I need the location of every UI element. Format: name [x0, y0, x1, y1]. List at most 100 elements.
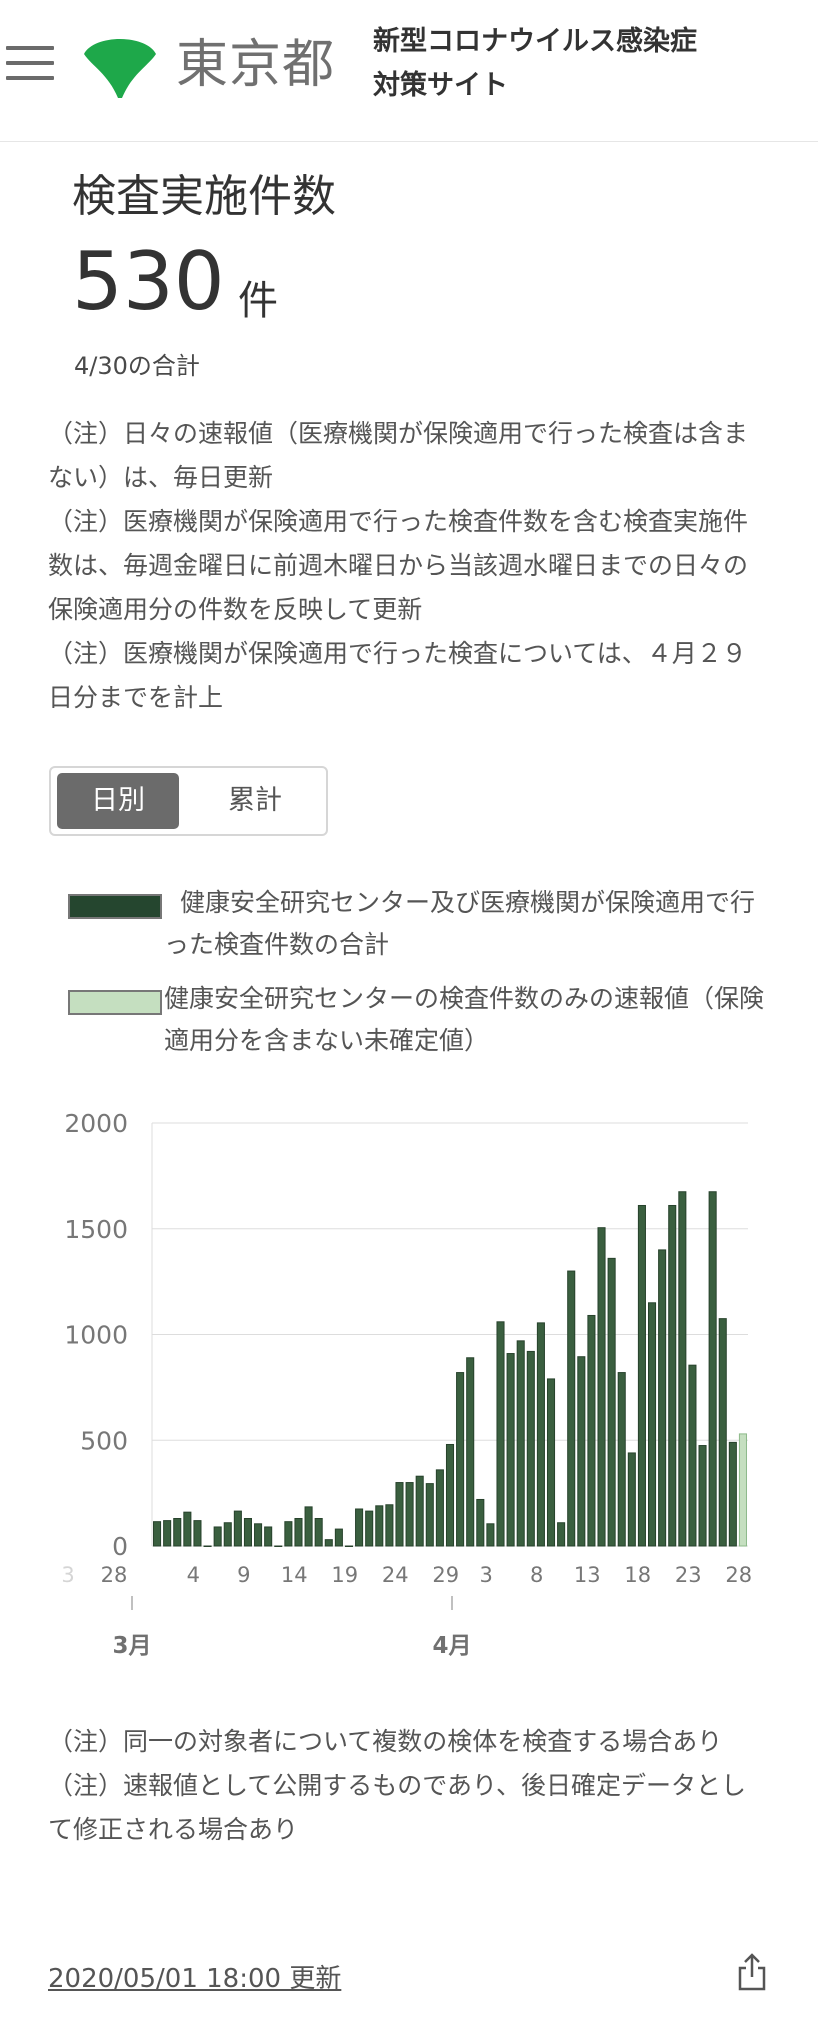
bar-total [435, 1469, 444, 1547]
legend-label-preliminary[interactable]: 健康安全研究センターの検査件数のみの速報値（保険適用分を含まない未確定値） [164, 984, 765, 1055]
bar-total [375, 1505, 384, 1547]
legend-swatch-preliminary[interactable] [68, 990, 162, 1015]
bar-total [223, 1522, 232, 1547]
site-header: 東京都 新型コロナウイルス感染症 対策サイト [0, 0, 818, 142]
bar-total [546, 1378, 556, 1547]
legend-swatch-total[interactable] [68, 894, 162, 919]
bar-total [405, 1482, 414, 1547]
sum-date-label: 4/30の合計 [74, 352, 200, 380]
bar-total [597, 1227, 606, 1547]
bar-total [355, 1508, 364, 1547]
y-tick-label: 2000 [64, 1109, 128, 1138]
note-1: （注）日々の速報値（医療機関が保険適用で行った検査は含まない）は、毎日更新 [48, 419, 749, 492]
x-tick-label: 28 [101, 1563, 128, 1587]
x-tick-label: 18 [624, 1563, 651, 1587]
total-unit: 件 [238, 278, 278, 324]
bar-total [516, 1340, 525, 1547]
x-tick-label: 8 [530, 1563, 543, 1587]
legend-label-total[interactable]: 健康安全研究センター及び医療機関が保険適用で行った検査件数の合計 [164, 888, 756, 959]
bar-total [647, 1302, 657, 1547]
bar-total [617, 1372, 626, 1547]
y-tick-label: 0 [112, 1532, 128, 1561]
bar-total [718, 1318, 727, 1547]
bar-total [587, 1314, 596, 1547]
ginkgo-leaf-icon[interactable] [80, 28, 160, 100]
footnote-1: （注）同一の対象者について複数の検体を検査する場合あり [48, 1727, 723, 1756]
toggle-cumulative-button[interactable]: 累計 [228, 785, 282, 816]
bar-total [173, 1518, 182, 1547]
bar-total [183, 1511, 192, 1547]
bar-total [486, 1523, 495, 1547]
bar-total [607, 1257, 616, 1547]
bar-total [233, 1510, 242, 1547]
bar-total [476, 1498, 485, 1547]
site-title-line1: 新型コロナウイルス感染症 [373, 26, 697, 57]
bar-total [274, 1545, 283, 1547]
brand-name[interactable]: 東京都 [176, 35, 336, 95]
bar-total [324, 1539, 333, 1547]
bar-total [395, 1482, 404, 1547]
bar-total [658, 1249, 667, 1547]
card-title: 検査実施件数 [72, 171, 336, 222]
bar-total [557, 1522, 566, 1547]
bar-total [678, 1191, 687, 1547]
bar-total [425, 1483, 434, 1547]
y-tick-label: 500 [80, 1426, 128, 1455]
bar-total [567, 1270, 576, 1547]
bar-total [506, 1353, 515, 1547]
bar-total [163, 1520, 172, 1547]
bar-total [344, 1545, 354, 1547]
bar-total [334, 1528, 343, 1547]
x-tick-label: 23 [675, 1563, 702, 1587]
y-tick-label: 1500 [64, 1215, 128, 1244]
note-2: （注）医療機関が保険適用で行った検査件数を含む検査実施件数は、毎週金曜日に前週木… [48, 507, 749, 624]
bar-total [668, 1204, 677, 1547]
month-label: 3月 [112, 1633, 151, 1659]
x-tick-label: 9 [237, 1563, 250, 1587]
bar-total [294, 1518, 303, 1547]
x-tick-label: 14 [281, 1563, 308, 1587]
x-tick-label: 4 [187, 1563, 200, 1587]
bar-total [536, 1322, 545, 1547]
bar-total [698, 1445, 707, 1547]
daily-tests-bar-chart: 0 500 1000 1500 2000 3 28 4 9 14 19 24 29 3 8 13 18 23 28 3… [61, 1109, 752, 1659]
notes: （注）日々の速報値（医療機関が保険適用で行った検査は含まない）は、毎日更新 （注… [48, 412, 768, 720]
x-tick-label: 13 [574, 1563, 601, 1587]
bar-total [466, 1357, 475, 1547]
x-tick-label: 29 [432, 1563, 459, 1587]
bar-total [728, 1441, 737, 1547]
bar-total [688, 1364, 697, 1547]
daily-cumulative-toggle: 日別 累計 [49, 766, 328, 836]
toggle-daily-button[interactable]: 日別 [57, 773, 179, 829]
bar-total [637, 1204, 646, 1547]
updated-timestamp-link[interactable]: 2020/05/01 18:00 更新 [48, 1964, 342, 1994]
bar-total [243, 1518, 253, 1547]
x-tick-label: 3 [480, 1563, 493, 1587]
site-title[interactable]: 新型コロナウイルス感染症 対策サイト [373, 20, 697, 108]
bar-total [153, 1521, 162, 1547]
bar-total [577, 1356, 586, 1547]
share-icon[interactable] [736, 1952, 768, 1992]
bar-total [415, 1475, 424, 1547]
bar-total [254, 1523, 263, 1547]
bar-total [304, 1506, 313, 1547]
hamburger-menu-icon[interactable] [6, 46, 54, 80]
x-tick-label: 3 [61, 1563, 74, 1587]
bar-total [203, 1545, 212, 1547]
x-tick-label: 24 [382, 1563, 409, 1587]
site-title-line2: 対策サイト [373, 70, 508, 101]
bar-total [385, 1504, 394, 1547]
y-tick-label: 1000 [64, 1321, 128, 1350]
bar-total [526, 1350, 535, 1547]
total-value: 530 [72, 235, 225, 328]
bar-total [708, 1191, 717, 1547]
x-tick-label: 28 [725, 1563, 752, 1587]
bar-total [445, 1443, 455, 1547]
bar-total [314, 1518, 323, 1547]
bar-total [496, 1321, 505, 1547]
footnote-2: （注）速報値として公開するものであり、後日確定データとして修正される場合あり [48, 1771, 747, 1844]
bar-total [627, 1452, 636, 1547]
bar-total [264, 1526, 273, 1547]
bar-total [213, 1526, 222, 1547]
footnotes: （注）同一の対象者について複数の検体を検査する場合あり （注）速報値として公開す… [48, 1720, 768, 1852]
